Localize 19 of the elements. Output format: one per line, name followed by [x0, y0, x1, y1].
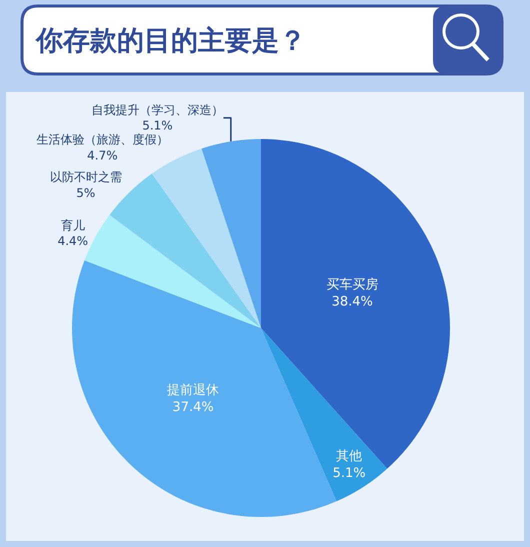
chart-title: 你存款的目的主要是？ [35, 25, 306, 56]
slice-label: 提前退休 [167, 383, 220, 398]
slice-label: 以防不时之需 [50, 170, 122, 184]
slice-label: 生活体验（旅游、度假） [36, 132, 168, 147]
data-label: 5.1% [142, 118, 173, 133]
data-label: 5.1% [332, 466, 366, 482]
data-label: 4.4% [58, 234, 88, 248]
pie-slice [152, 148, 261, 328]
data-label: 4.7% [87, 148, 118, 162]
pie-slice [110, 174, 261, 328]
data-label: 37.4% [172, 400, 214, 416]
data-label: 5% [76, 186, 96, 200]
pie-slice [261, 328, 388, 502]
slice-label: 其他 [336, 449, 362, 464]
slice-label: 育儿 [60, 218, 85, 233]
slice-label: 自我提升（学习、深造） [91, 103, 224, 118]
slice-label: 买车买房 [326, 276, 378, 293]
data-label: 38.4% [332, 294, 373, 310]
pie-slice [261, 139, 450, 469]
